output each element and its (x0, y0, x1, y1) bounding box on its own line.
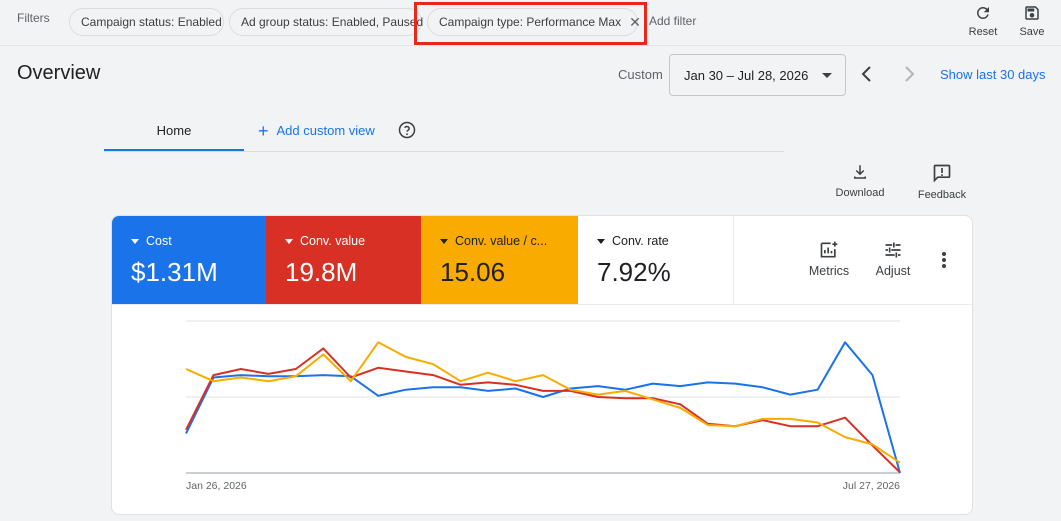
add-custom-view-button[interactable]: + Add custom view (258, 120, 375, 141)
filter-chip-label: Campaign status: Enabled (81, 15, 222, 29)
chevron-left-icon[interactable] (857, 63, 877, 85)
custom-label: Custom (618, 67, 663, 82)
tabs-divider (104, 151, 784, 152)
help-icon[interactable] (398, 121, 416, 139)
more-vert-icon[interactable] (938, 250, 950, 270)
feedback-label: Feedback (917, 189, 967, 201)
add-custom-view-label: Add custom view (276, 123, 375, 138)
series-line-1 (185, 341, 901, 474)
metric-conv-value-per-cost[interactable]: Conv. value / c... 15.06 (421, 216, 578, 304)
adjust-button[interactable]: Adjust (869, 240, 917, 278)
add-chart-icon (820, 241, 838, 258)
show-last-30-days-link[interactable]: Show last 30 days (940, 67, 1046, 82)
metric-value: $1.31M (131, 257, 218, 287)
download-icon (854, 165, 866, 179)
filter-chip-ad-group-status[interactable]: Ad group status: Enabled, Paused (229, 8, 424, 36)
plus-icon: + (258, 120, 269, 141)
filter-chip-label: Ad group status: Enabled, Paused (241, 15, 424, 29)
add-filter-button[interactable]: Add filter (649, 14, 697, 28)
metric-name: Conv. rate (612, 234, 669, 248)
tune-icon (885, 242, 901, 258)
filters-label: Filters (17, 11, 50, 25)
metric-name: Cost (146, 234, 172, 248)
caret-down-icon (822, 72, 832, 78)
caret-down-icon (285, 238, 293, 244)
refresh-icon (976, 6, 989, 19)
caret-down-icon (440, 238, 448, 244)
active-tab-indicator (104, 149, 244, 151)
close-icon[interactable]: ✕ (629, 13, 641, 30)
download-button[interactable]: Download (832, 163, 888, 199)
metric-value: 19.8M (285, 257, 358, 287)
reset-button[interactable]: Reset (963, 4, 1003, 38)
feedback-icon (933, 164, 951, 183)
date-range-value: Jan 30 – Jul 28, 2026 (684, 67, 809, 83)
save-icon (1025, 6, 1039, 20)
metric-conv-value[interactable]: Conv. value 19.8M (266, 216, 421, 304)
adjust-label: Adjust (875, 264, 911, 278)
metric-value: 7.92% (597, 257, 671, 287)
filter-chip-campaign-status[interactable]: Campaign status: Enabled (69, 8, 224, 36)
performance-card: Cost $1.31M Conv. value 19.8M Conv. valu… (111, 215, 973, 515)
metric-name: Conv. value (300, 234, 366, 248)
performance-line-chart: Jan 26, 2026 Jul 27, 2026 (185, 320, 901, 492)
metric-value: 15.06 (440, 257, 506, 287)
tab-home[interactable]: Home (156, 123, 192, 138)
caret-down-icon (131, 238, 139, 244)
metric-conv-rate[interactable]: Conv. rate 7.92% (578, 216, 734, 304)
metric-name: Conv. value / c... (455, 234, 548, 248)
series-line-3 (185, 341, 901, 464)
series-line-2 (185, 347, 901, 474)
caret-down-icon (597, 238, 605, 244)
metrics-label: Metrics (808, 264, 850, 278)
save-button[interactable]: Save (1012, 4, 1052, 38)
x-axis-start-label: Jan 26, 2026 (186, 480, 247, 492)
filter-chip-campaign-type[interactable]: Campaign type: Performance Max ✕ (427, 8, 641, 36)
filter-bar: Filters Campaign status: Enabled Ad grou… (0, 0, 1061, 46)
save-label: Save (1019, 26, 1045, 38)
chevron-right-icon[interactable] (899, 63, 919, 85)
metrics-button[interactable]: Metrics (805, 240, 853, 278)
page-title: Overview (17, 62, 101, 84)
card-divider (112, 304, 972, 305)
date-range-select[interactable]: Jan 30 – Jul 28, 2026 (669, 54, 846, 96)
filter-chip-label: Campaign type: Performance Max (439, 15, 622, 29)
download-label: Download (835, 187, 885, 199)
reset-label: Reset (968, 26, 998, 38)
x-axis-end-label: Jul 27, 2026 (843, 480, 900, 492)
feedback-button[interactable]: Feedback (914, 163, 970, 201)
metric-cost[interactable]: Cost $1.31M (112, 216, 266, 304)
